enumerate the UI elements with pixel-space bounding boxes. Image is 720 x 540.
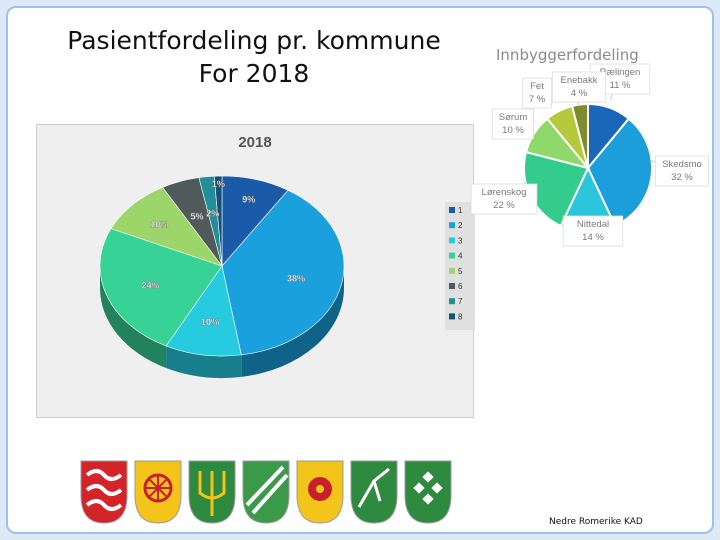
side-label-name: Fet — [530, 81, 544, 92]
pie-data-label: 1% — [212, 179, 225, 189]
pie-data-label: 10% — [150, 219, 168, 229]
side-label-name: Skedsmo — [662, 159, 702, 170]
pie-side-4 — [100, 266, 167, 368]
side-label-name: Enebakk — [561, 75, 598, 86]
side-chart-title: Innbyggerfordeling — [496, 46, 639, 64]
enebakk-coat-of-arms — [296, 460, 344, 524]
chart-title: 2018 — [238, 134, 272, 151]
pie-side-2 — [241, 266, 344, 377]
lorenskog-coat-of-arms — [80, 460, 128, 524]
side-label-value: 4 % — [571, 88, 588, 99]
side-label-box — [470, 183, 538, 215]
sorum-coat-of-arms — [350, 460, 398, 524]
side-label-box — [654, 155, 710, 187]
legend-swatch-8 — [449, 313, 455, 320]
pie-data-label: 24% — [142, 280, 160, 290]
pie-data-label: 2% — [206, 208, 219, 218]
pie-slice-5 — [110, 186, 223, 267]
pie-data-label: 5% — [190, 211, 203, 221]
pie-data-label: 38% — [287, 273, 305, 283]
legend-swatch-5 — [449, 267, 455, 274]
side-label-name: Sørum — [499, 112, 528, 123]
pie-slice-3 — [165, 265, 242, 357]
pie-slice-8 — [213, 175, 223, 267]
legend-swatch-7 — [449, 298, 455, 305]
fet-coat-of-arms — [404, 460, 452, 524]
pie-slice-2 — [221, 189, 345, 356]
side-label-name: Rælingen — [600, 67, 641, 78]
legend-label-5: 5 — [458, 267, 463, 276]
side-label-value: 10 % — [502, 125, 524, 136]
pie-data-label: 9% — [242, 195, 255, 205]
legend-label-2: 2 — [458, 221, 463, 230]
pie-data-label: 10% — [201, 317, 219, 327]
side-label-value: 11 % — [610, 80, 632, 91]
nittedal-coat-of-arms — [188, 460, 236, 524]
side-label-name: Lørenskog — [482, 187, 527, 198]
legend-swatch-6 — [449, 283, 455, 289]
skedsmo-coat-of-arms — [242, 460, 290, 524]
legend-label-3: 3 — [458, 236, 463, 245]
pie-3d-group — [99, 175, 345, 378]
side-label-box — [492, 108, 534, 140]
footer-text: Nedre Romerike KAD — [549, 517, 643, 527]
ralingen-coat-of-arms — [134, 460, 182, 524]
slide-title: Pasientfordeling pr. kommune For 2018 — [30, 24, 478, 90]
legend-label-1: 1 — [458, 206, 463, 215]
side-label-value: 22 % — [493, 200, 515, 211]
side-label-box — [562, 215, 624, 247]
legend-label-8: 8 — [458, 312, 463, 321]
legend-swatch-4 — [449, 252, 455, 259]
legend-label-7: 7 — [458, 297, 463, 306]
legend-swatch-3 — [449, 237, 455, 244]
side-label-value: 7 % — [529, 94, 546, 105]
side-label-value: 32 % — [671, 172, 693, 183]
legend-swatch-1 — [449, 207, 455, 213]
slide-title-line1: Pasientfordeling pr. kommune — [67, 26, 441, 55]
side-label-box — [551, 71, 607, 103]
pie-side-3 — [166, 345, 242, 378]
side-label-value: 14 % — [582, 232, 604, 243]
legend-label-6: 6 — [458, 282, 463, 291]
legend-swatch-2 — [449, 222, 455, 229]
side-pie-group — [523, 102, 653, 233]
side-label-box — [522, 77, 552, 109]
side-pie-slice-1 — [586, 117, 653, 228]
slide-title-line2: For 2018 — [198, 59, 310, 88]
side-label-name: Nittedal — [577, 219, 609, 230]
side-pie-slice-6 — [570, 102, 589, 169]
legend-label-4: 4 — [458, 252, 463, 261]
pie-slice-4 — [99, 228, 223, 347]
